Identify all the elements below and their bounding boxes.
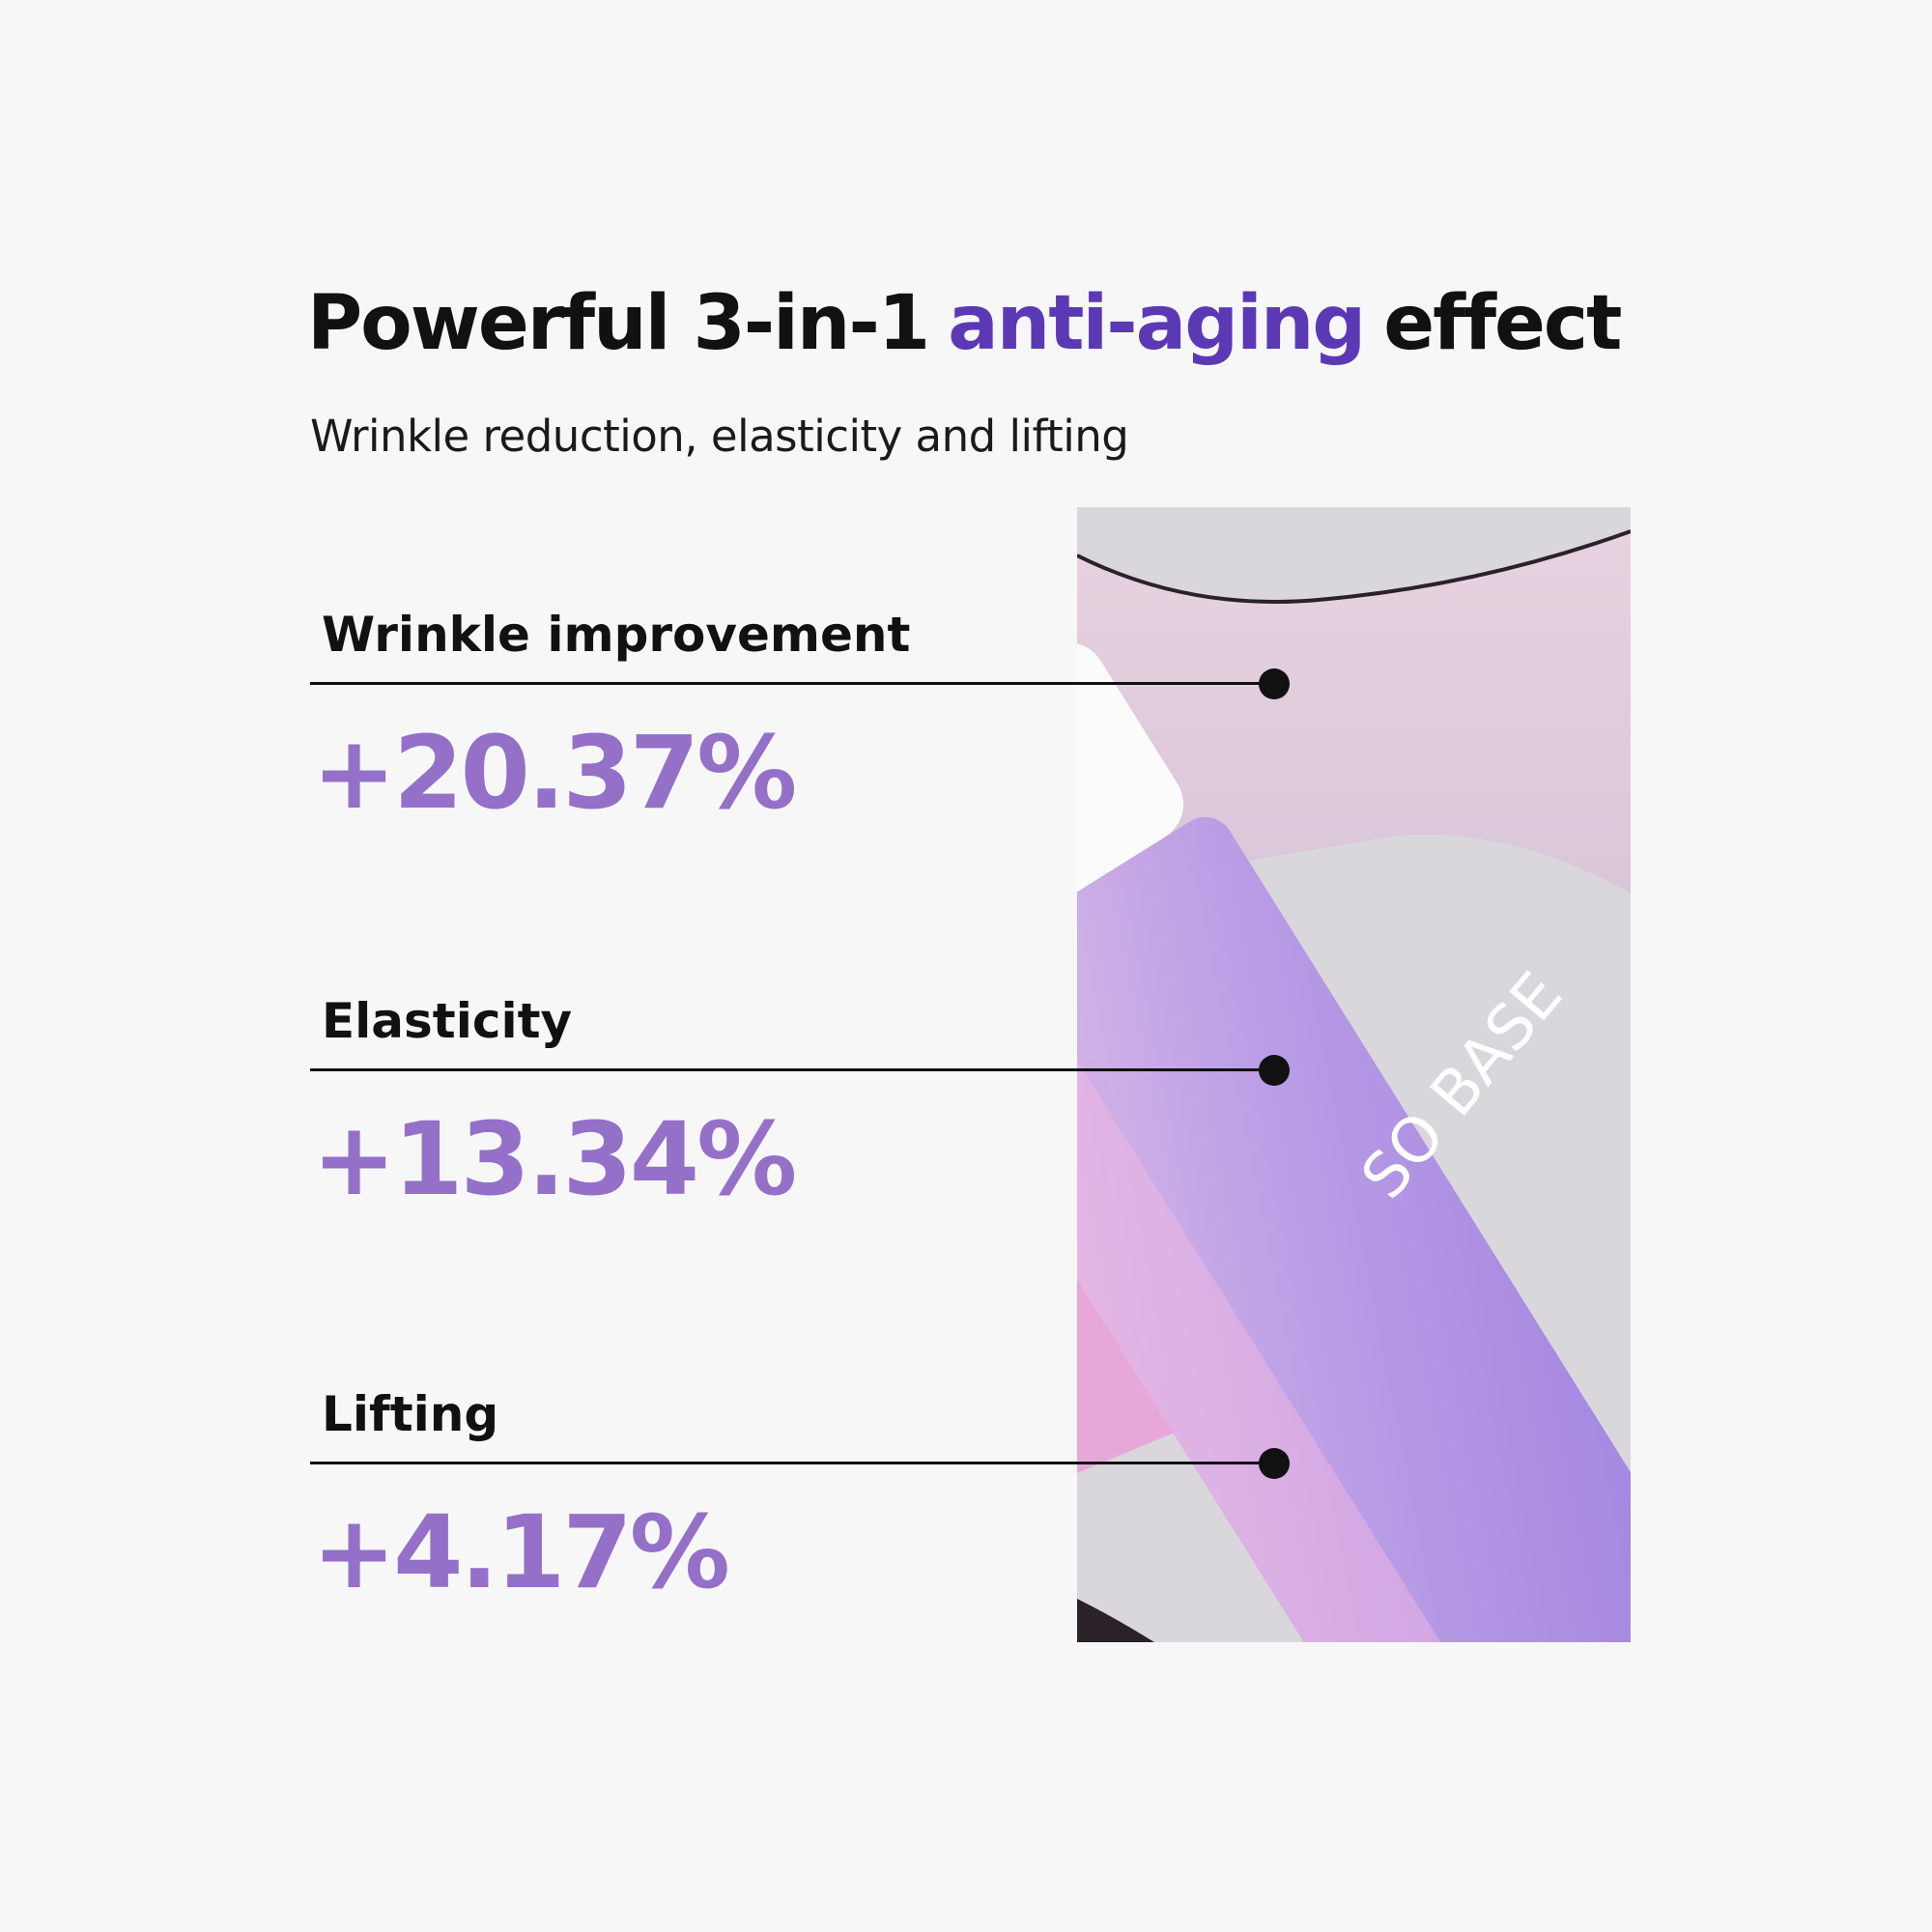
stat-value: +4.17% bbox=[312, 1493, 730, 1611]
divider-line bbox=[310, 1068, 1274, 1071]
marker-dot bbox=[1259, 668, 1290, 699]
stat-label: Elasticity bbox=[322, 993, 573, 1049]
product-photo: SO BASE bbox=[1077, 507, 1631, 1642]
divider-line bbox=[310, 1462, 1274, 1464]
title-end: effect bbox=[1383, 280, 1622, 367]
marker-dot bbox=[1259, 1448, 1290, 1479]
divider-line bbox=[310, 682, 1274, 685]
stat-label: Wrinkle improvement bbox=[322, 607, 911, 663]
title-start: Powerful 3-in-1 bbox=[307, 280, 930, 367]
title: Powerful 3-in-1 anti-aging effect bbox=[307, 280, 1622, 367]
subtitle: Wrinkle reduction, elasticity and liftin… bbox=[310, 411, 1129, 462]
title-highlight: anti-aging bbox=[948, 280, 1366, 367]
stat-label: Lifting bbox=[322, 1386, 499, 1442]
stat-value: +20.37% bbox=[312, 714, 797, 832]
marker-dot bbox=[1259, 1055, 1290, 1086]
stat-value: +13.34% bbox=[312, 1100, 797, 1218]
